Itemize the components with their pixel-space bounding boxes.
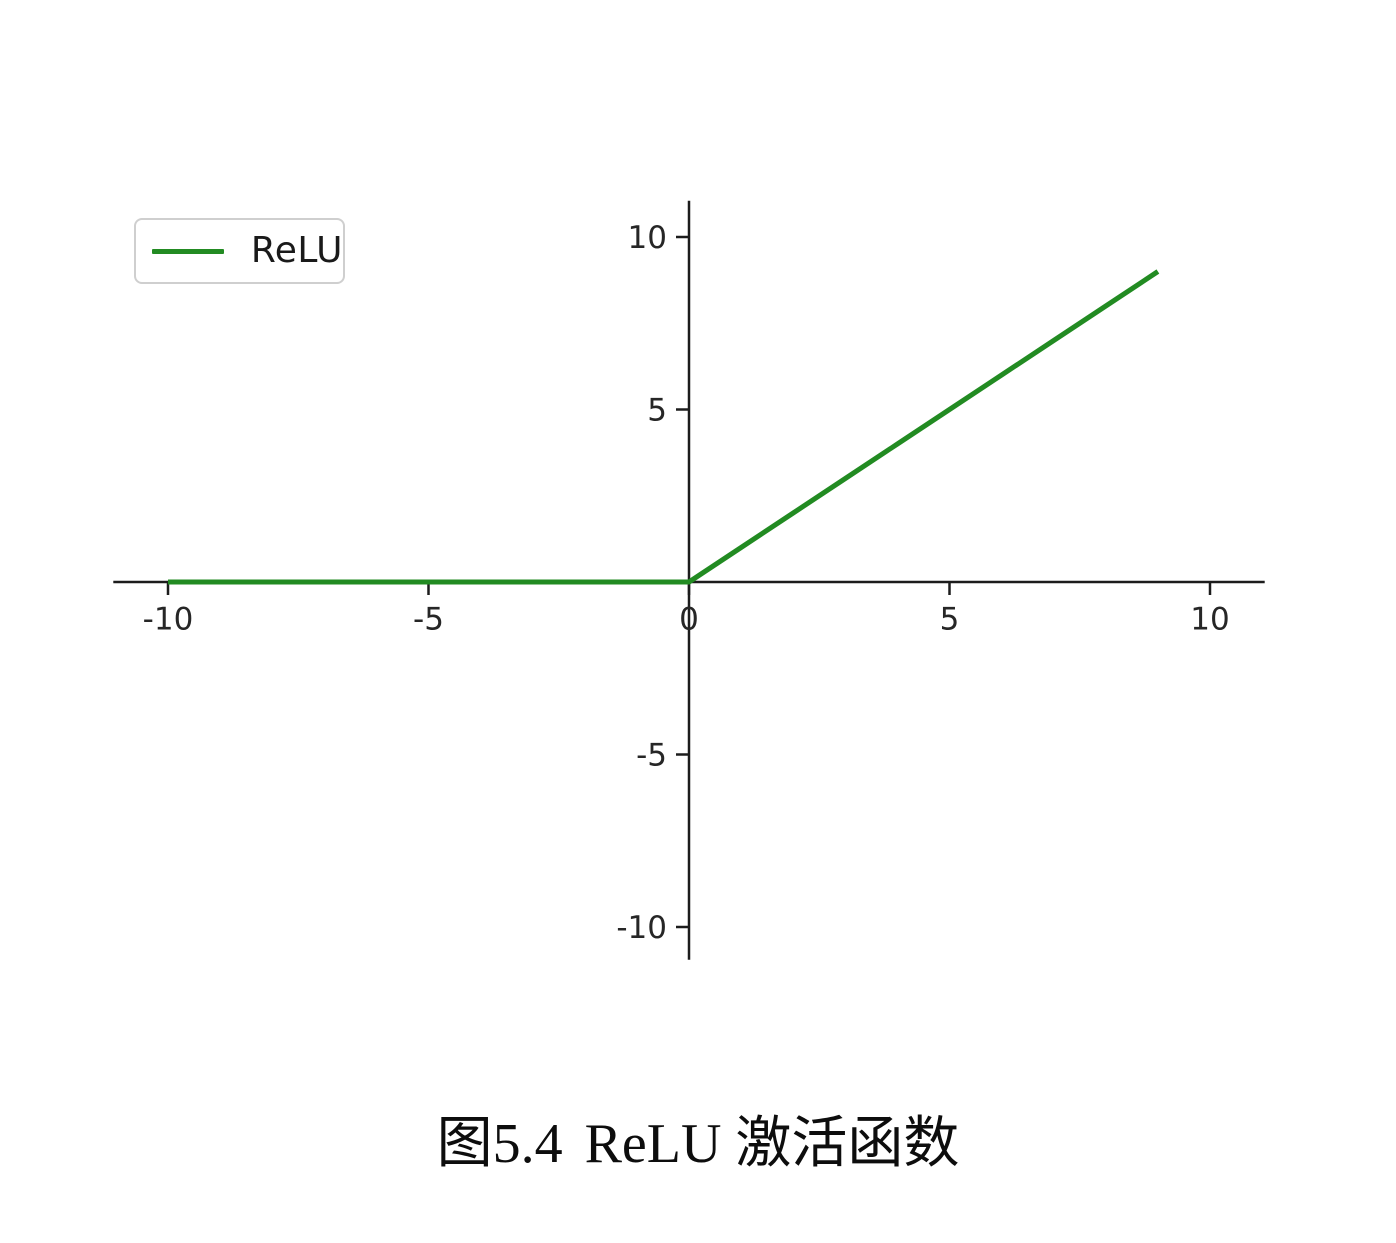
legend-line-swatch: [152, 248, 224, 254]
x-tick-label: -10: [143, 601, 194, 637]
y-tick-label: 5: [647, 393, 667, 429]
x-tick-label: 0: [679, 601, 699, 637]
x-tick-label: 10: [1190, 601, 1229, 637]
x-tick-label: -5: [413, 601, 444, 637]
y-tick-label: -10: [616, 910, 667, 946]
y-tick-label: -5: [636, 738, 667, 774]
relu-chart: -10 -5 0 5 10 -10 -5 5 10: [113, 200, 1265, 960]
caption-title: ReLU 激活函数: [584, 1113, 960, 1175]
x-tick-label: 5: [940, 601, 960, 637]
relu-line: [168, 269, 1160, 585]
legend: ReLU: [134, 218, 345, 284]
y-tick-label: 10: [628, 220, 667, 256]
legend-label: ReLU: [250, 230, 343, 271]
caption-figure-number: 图5.4: [436, 1113, 563, 1175]
figure-caption: 图5.4 ReLU 激活函数: [0, 1098, 1396, 1179]
